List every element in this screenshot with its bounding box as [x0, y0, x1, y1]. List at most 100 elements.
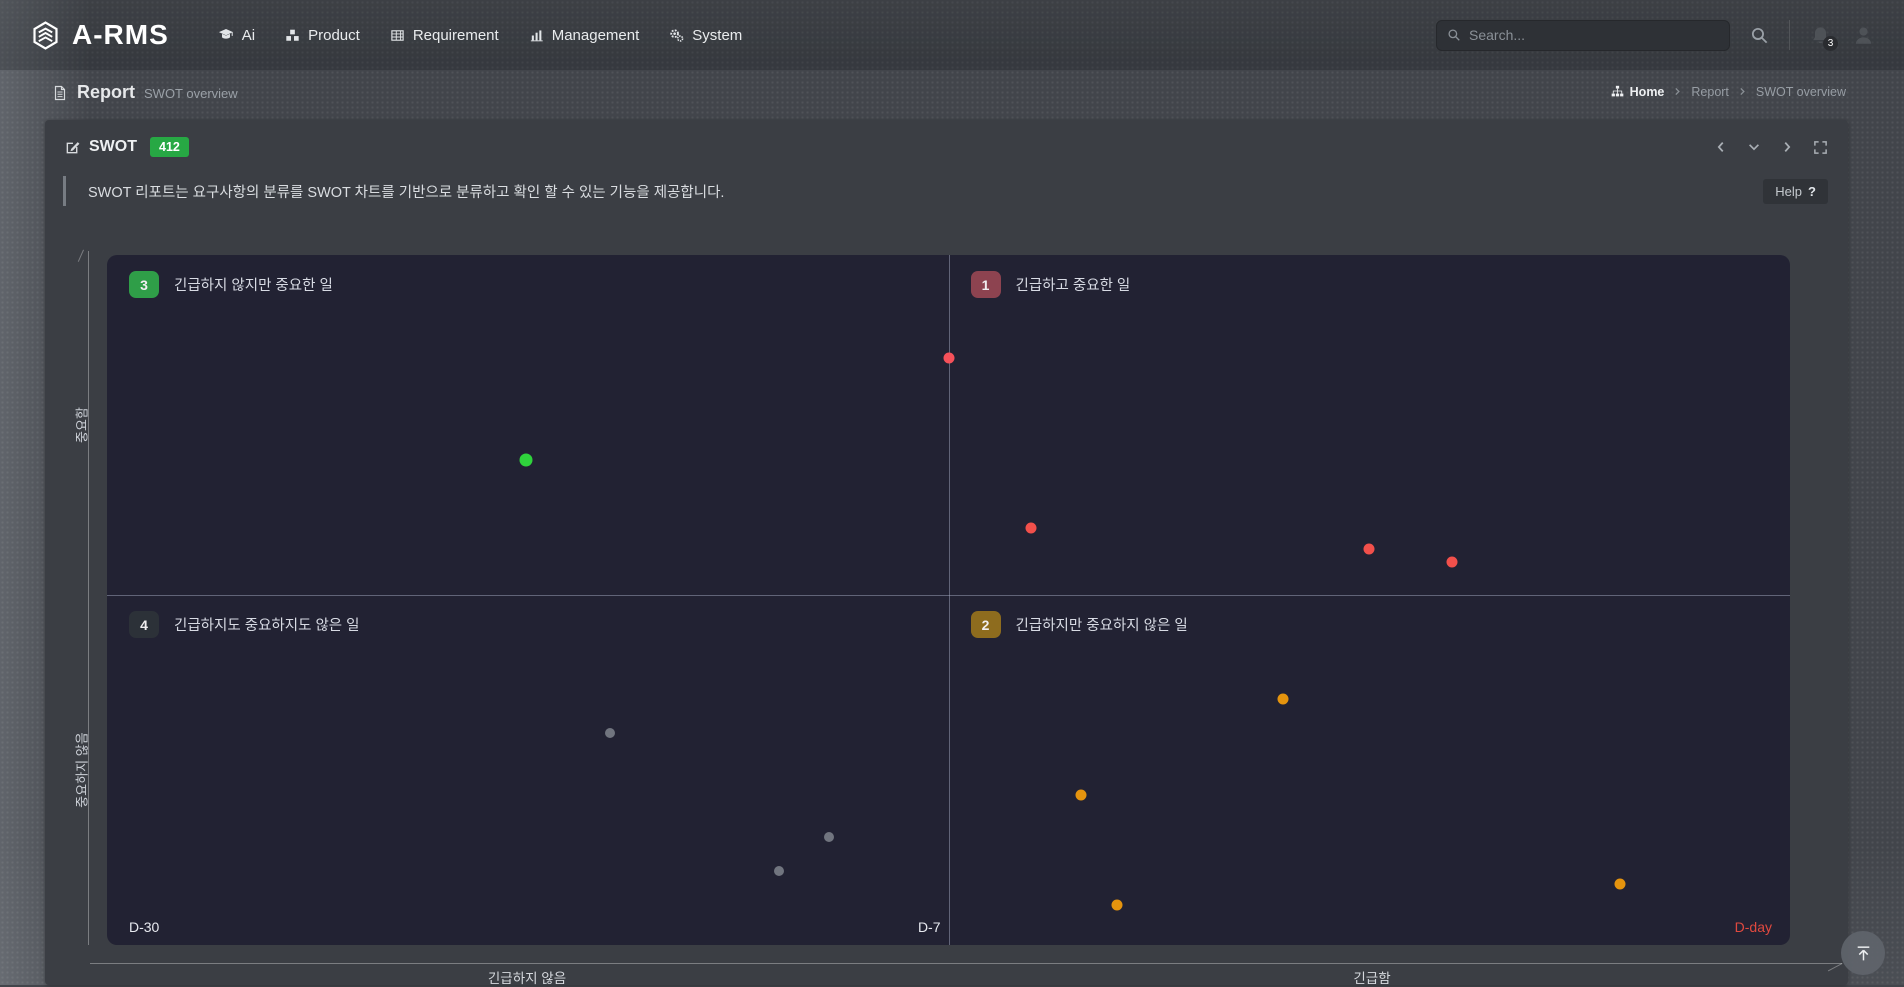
panel-controls [1714, 140, 1828, 155]
data-point[interactable] [1277, 693, 1289, 705]
breadcrumb-label: Report [1691, 84, 1729, 99]
quadrant-label-text: 긴급하고 중요한 일 [1015, 278, 1131, 294]
swot-quadrant-chart: D-30 D-7 D-day 3 긴급하지 않지만 중요한 일 1 긴급하고 중요한 … [107, 255, 1790, 945]
notification-count-badge: 3 [1823, 35, 1838, 51]
quadrant-label-2: 2 긴급하지만 중요하지 않은 일 [970, 611, 1188, 639]
bar-chart-icon [529, 28, 544, 43]
arrow-up-to-line-icon [1857, 945, 1869, 960]
quadrant-label-4: 4 긴급하지도 중요하지도 않은 일 [129, 611, 360, 639]
breadcrumb: Home Report SWOT overview [1611, 85, 1846, 99]
breadcrumb-item-swot-overview[interactable]: SWOT overview [1756, 85, 1846, 99]
cubes-icon [285, 28, 300, 43]
table-icon [390, 28, 405, 43]
breadcrumb-item-report[interactable]: Report [1691, 85, 1729, 99]
tick-dday: D-day [1734, 919, 1772, 935]
file-icon [52, 85, 68, 101]
data-point[interactable] [1363, 543, 1375, 555]
question-icon: ? [1808, 183, 1816, 199]
logo-text: A-RMS [72, 19, 169, 50]
collapse-panel-button[interactable] [1747, 140, 1761, 154]
breadcrumb-label: SWOT overview [1755, 84, 1846, 99]
quadrant-vertical-divider [948, 255, 950, 945]
quadrant-label-3: 3 긴급하지 않지만 중요한 일 [129, 271, 333, 298]
nav-item-ai[interactable]: Ai [203, 17, 270, 54]
nav-item-requirement[interactable]: Requirement [375, 17, 514, 54]
nav-item-product[interactable]: Product [270, 17, 375, 54]
cogs-icon [669, 28, 684, 43]
navbar-right: 3 [1436, 19, 1874, 51]
nav-item-label: Product [308, 26, 360, 44]
chevron-left-icon [1717, 142, 1724, 152]
collapse-right-button[interactable] [1780, 140, 1794, 154]
notifications-button[interactable]: 3 [1810, 25, 1838, 51]
tick-d30: D-30 [129, 919, 160, 935]
breadcrumb-separator-icon [1673, 87, 1682, 96]
app-logo[interactable]: A-RMS [30, 19, 169, 51]
chevron-right-icon [1784, 142, 1791, 152]
breadcrumb-item-home[interactable]: Home [1611, 84, 1665, 99]
search-submit-button[interactable] [1750, 26, 1769, 45]
data-point[interactable] [824, 831, 834, 842]
data-point[interactable] [1111, 899, 1123, 911]
panel-title: SWOT [89, 138, 137, 155]
graduation-cap-icon [218, 27, 234, 43]
nav-item-label: Management [551, 26, 640, 44]
data-point[interactable] [519, 453, 533, 467]
edit-icon [65, 140, 80, 155]
user-menu-button[interactable] [1853, 25, 1874, 46]
data-point[interactable] [1614, 878, 1626, 890]
count-badge: 412 [150, 137, 189, 157]
scroll-to-top-button[interactable] [1841, 931, 1885, 975]
sitemap-icon [1611, 85, 1624, 98]
nav-item-system[interactable]: System [654, 17, 757, 54]
breadcrumb-label: Home [1629, 84, 1665, 99]
search-box [1436, 19, 1730, 51]
nav-item-label: Ai [241, 26, 256, 44]
data-point[interactable] [1446, 556, 1458, 568]
breadcrumb-separator-icon [1738, 87, 1747, 96]
y-axis-line [88, 251, 89, 945]
description-accent-bar [63, 176, 66, 206]
data-point[interactable] [1025, 522, 1037, 534]
expand-icon [1814, 140, 1827, 154]
collapse-left-button[interactable] [1714, 140, 1728, 154]
swot-panel: SWOT 412 SWOT 리포트는 요구사항의 분류를 SWOT 차트를 기반… [45, 120, 1848, 986]
quadrant-number-badge: 2 [970, 611, 1001, 639]
panel-description-row: SWOT 리포트는 요구사항의 분류를 SWOT 차트를 기반으로 분류하고 확… [63, 176, 1828, 206]
navbar-divider [1789, 20, 1790, 50]
data-point[interactable] [943, 352, 954, 364]
nav-item-label: System [692, 26, 743, 44]
search-input[interactable] [1469, 27, 1719, 43]
data-point[interactable] [605, 728, 616, 739]
panel-description: SWOT 리포트는 요구사항의 분류를 SWOT 차트를 기반으로 분류하고 확… [88, 184, 725, 201]
nav-item-management[interactable]: Management [514, 17, 655, 54]
y-axis-label-top: 중요함 [74, 407, 90, 443]
page-title: Report [77, 82, 135, 102]
page-header: Report SWOT overview Home Report SWOT over… [52, 82, 1846, 103]
quadrant-horizontal-divider [107, 595, 1790, 597]
x-axis-label-right: 긴급함 [1353, 971, 1391, 986]
help-button[interactable]: Help ? [1763, 178, 1828, 204]
quadrant-label-1: 1 긴급하고 중요한 일 [970, 271, 1131, 298]
main-menu: Ai Product Requirement Management System [203, 17, 758, 54]
logo-icon [30, 20, 61, 51]
page-title-wrap: Report SWOT overview [52, 82, 238, 103]
quadrant-number-badge: 3 [129, 271, 159, 298]
search-icon [1751, 27, 1768, 43]
quadrant-number-badge: 1 [970, 271, 1001, 298]
search-icon [1448, 29, 1460, 41]
chevron-down-icon [1749, 144, 1759, 151]
quadrant-label-text: 긴급하지만 중요하지 않은 일 [1015, 618, 1188, 635]
quadrant-number-badge: 4 [129, 611, 159, 639]
top-navbar: A-RMS Ai Product Requirement Management Syst… [0, 0, 1904, 70]
help-label: Help [1775, 183, 1803, 199]
user-icon [1855, 26, 1872, 44]
fullscreen-button[interactable] [1813, 140, 1828, 155]
x-axis-line [90, 963, 1842, 964]
x-axis-label-left: 긴급하지 않음 [487, 971, 567, 986]
y-axis-label-bottom: 중요하지 않음 [74, 732, 90, 808]
page-subtitle: SWOT overview [144, 86, 238, 101]
data-point[interactable] [773, 866, 784, 877]
data-point[interactable] [1075, 789, 1087, 801]
swot-panel-header: SWOT 412 [45, 120, 1848, 164]
